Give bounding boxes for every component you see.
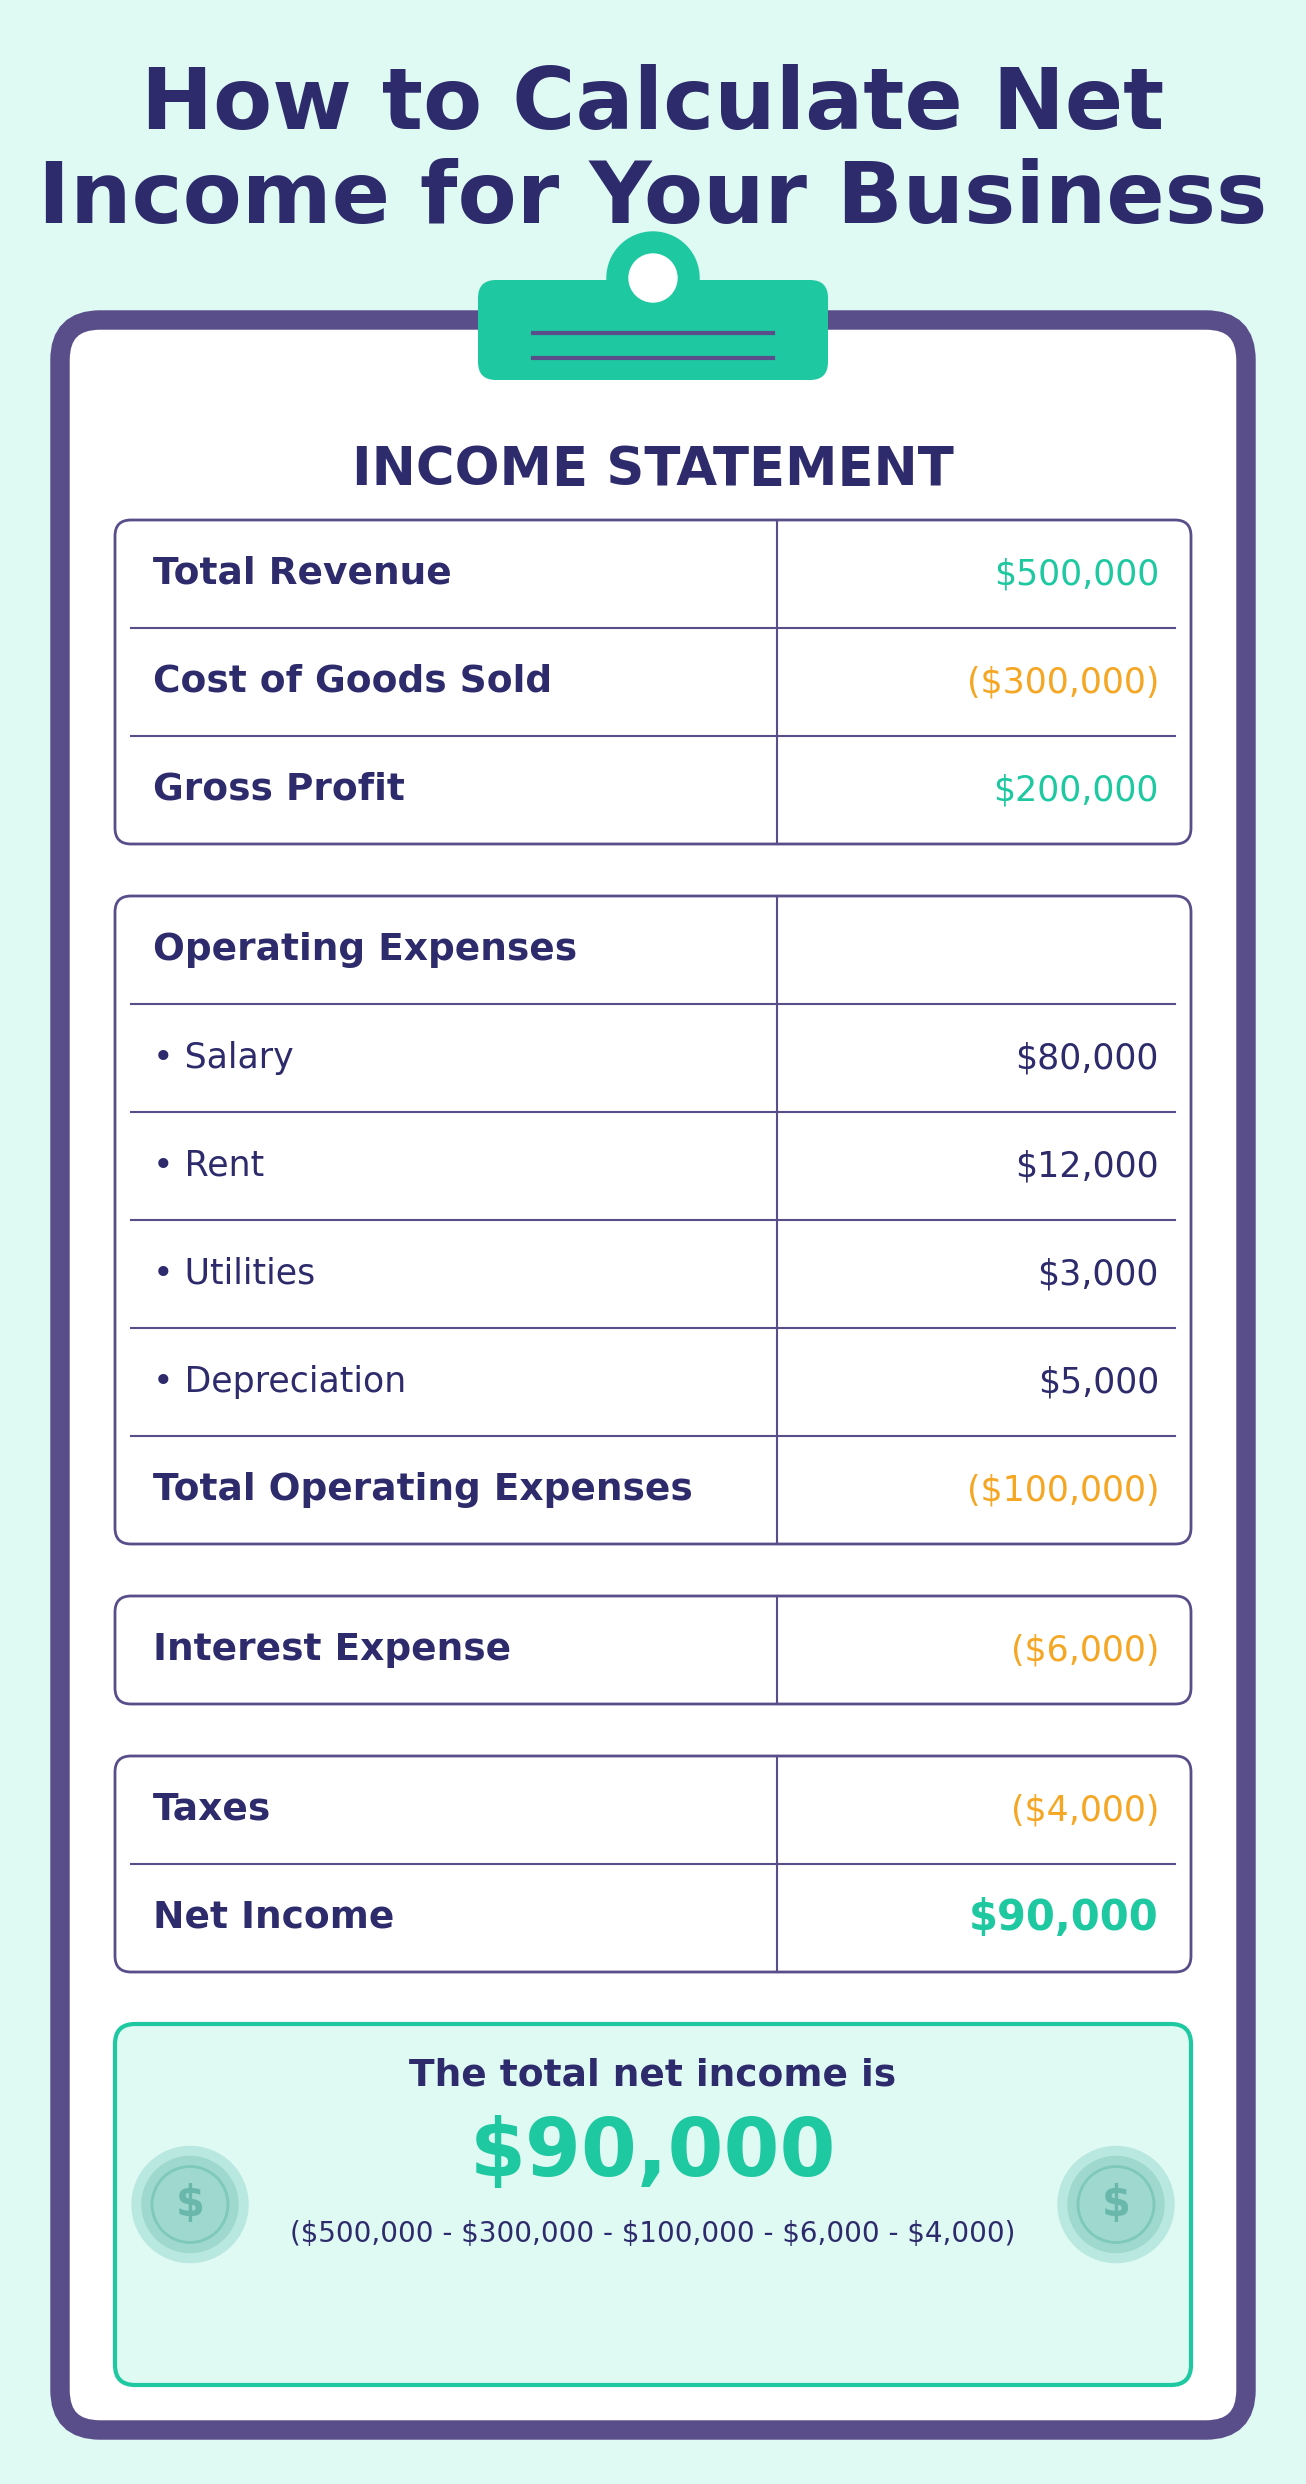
- Text: The total net income is: The total net income is: [410, 2059, 896, 2094]
- Text: Interest Expense: Interest Expense: [153, 1632, 511, 1667]
- Text: • Rent: • Rent: [153, 1150, 264, 1182]
- Text: Net Income: Net Income: [153, 1900, 394, 1935]
- FancyBboxPatch shape: [115, 1756, 1191, 1972]
- Text: $: $: [175, 2183, 205, 2226]
- Text: Income for Your Business: Income for Your Business: [38, 159, 1268, 241]
- Text: $3,000: $3,000: [1038, 1257, 1158, 1292]
- Text: Total Operating Expenses: Total Operating Expenses: [153, 1473, 692, 1508]
- Text: $200,000: $200,000: [994, 773, 1158, 807]
- Text: $90,000: $90,000: [470, 2114, 836, 2193]
- FancyBboxPatch shape: [115, 897, 1191, 1545]
- Text: ($4,000): ($4,000): [1011, 1793, 1158, 1828]
- Text: ($500,000 - $300,000 - $100,000 - $6,000 - $4,000): ($500,000 - $300,000 - $100,000 - $6,000…: [290, 2221, 1016, 2248]
- Text: $12,000: $12,000: [1015, 1150, 1158, 1182]
- Text: INCOME STATEMENT: INCOME STATEMENT: [353, 445, 953, 497]
- Text: ($100,000): ($100,000): [966, 1473, 1158, 1508]
- Text: $80,000: $80,000: [1016, 1041, 1158, 1076]
- Circle shape: [1068, 2156, 1164, 2253]
- Circle shape: [132, 2146, 248, 2263]
- Text: ($300,000): ($300,000): [966, 666, 1158, 698]
- Text: $500,000: $500,000: [994, 556, 1158, 591]
- Text: $: $: [1101, 2183, 1131, 2226]
- Text: $90,000: $90,000: [969, 1898, 1158, 1940]
- Text: Total Revenue: Total Revenue: [153, 556, 452, 591]
- FancyBboxPatch shape: [115, 1597, 1191, 1704]
- Text: How to Calculate Net: How to Calculate Net: [141, 65, 1165, 147]
- Text: • Utilities: • Utilities: [153, 1257, 315, 1292]
- Circle shape: [142, 2156, 238, 2253]
- FancyBboxPatch shape: [60, 320, 1246, 2429]
- Circle shape: [607, 231, 699, 323]
- Text: Gross Profit: Gross Profit: [153, 773, 405, 807]
- Text: • Salary: • Salary: [153, 1041, 294, 1076]
- Text: • Depreciation: • Depreciation: [153, 1366, 406, 1398]
- FancyBboxPatch shape: [115, 519, 1191, 845]
- Text: $5,000: $5,000: [1038, 1366, 1158, 1398]
- Circle shape: [1058, 2146, 1174, 2263]
- Text: ($6,000): ($6,000): [1011, 1632, 1158, 1667]
- Text: Cost of Goods Sold: Cost of Goods Sold: [153, 663, 552, 700]
- Text: Operating Expenses: Operating Expenses: [153, 932, 577, 969]
- FancyBboxPatch shape: [115, 2024, 1191, 2385]
- FancyBboxPatch shape: [478, 281, 828, 380]
- Text: Taxes: Taxes: [153, 1791, 272, 1828]
- Circle shape: [629, 253, 677, 303]
